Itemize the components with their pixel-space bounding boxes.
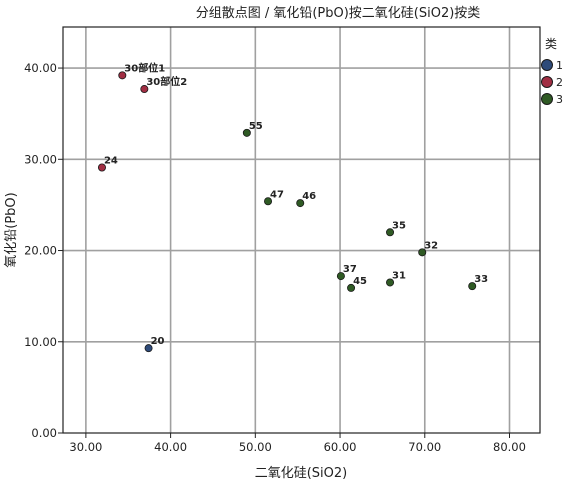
- legend: 类 1 2 3: [541, 37, 563, 106]
- grid-lines: [63, 27, 540, 433]
- plot-frame: [62, 26, 541, 434]
- data-point: [386, 278, 395, 287]
- point-label: 55: [249, 121, 263, 132]
- y-axis-title: 氧化铅(PbO): [4, 192, 19, 267]
- data-point: [242, 128, 251, 137]
- chart-title: 分组散点图 / 氧化铅(PbO)按二氧化硅(SiO2)按类: [196, 6, 481, 21]
- point-label: 32: [424, 240, 438, 251]
- x-tick-label: 50.00: [239, 440, 272, 454]
- point-label: 35: [392, 220, 406, 231]
- data-point: [118, 71, 127, 80]
- y-tick-label: 30.00: [24, 152, 57, 166]
- point-label: 30部位2: [146, 75, 187, 88]
- y-tick-label: 0.00: [31, 426, 57, 440]
- point-label: 24: [104, 156, 118, 167]
- y-tick-label: 20.00: [24, 244, 57, 258]
- x-axis-title: 二氧化硅(SiO2): [255, 466, 348, 481]
- y-axis: 0.00 10.00 20.00 30.00 40.00: [24, 61, 63, 440]
- data-point: [418, 248, 427, 257]
- data-point: [347, 283, 356, 292]
- data-point: [264, 197, 273, 206]
- x-tick-label: 80.00: [493, 440, 526, 454]
- legend-label: 2: [556, 76, 563, 89]
- point-label: 37: [343, 264, 357, 275]
- x-tick-label: 30.00: [69, 440, 102, 454]
- point-label: 45: [353, 276, 367, 287]
- x-tick-label: 70.00: [408, 440, 441, 454]
- point-label: 47: [270, 189, 284, 200]
- x-tick-label: 60.00: [324, 440, 357, 454]
- data-point: [140, 85, 149, 94]
- y-tick-label: 40.00: [24, 61, 57, 75]
- x-axis: 30.00 40.00 50.00 60.00 70.00 80.00: [69, 433, 526, 454]
- legend-marker: [541, 76, 553, 88]
- point-label: 31: [392, 270, 406, 281]
- data-points: [97, 71, 477, 353]
- legend-label: 1: [556, 59, 563, 72]
- point-label: 20: [151, 336, 165, 347]
- point-label: 46: [302, 191, 316, 202]
- data-point: [144, 344, 153, 353]
- point-label: 30部位1: [124, 61, 165, 74]
- x-tick-label: 40.00: [154, 440, 187, 454]
- legend-title: 类: [545, 37, 557, 51]
- y-tick-label: 10.00: [24, 335, 57, 349]
- legend-marker: [541, 93, 553, 105]
- data-point: [97, 163, 106, 172]
- point-label: 33: [474, 274, 488, 285]
- data-point: [296, 199, 305, 208]
- legend-label: 3: [556, 93, 563, 106]
- legend-marker: [541, 59, 553, 71]
- data-point: [336, 272, 345, 281]
- data-point: [386, 228, 395, 237]
- data-point: [468, 282, 477, 291]
